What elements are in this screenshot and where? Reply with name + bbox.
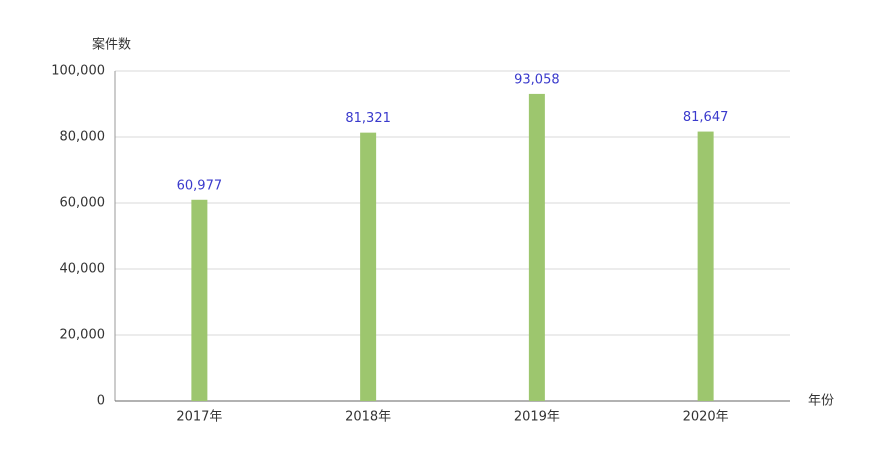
x-tick-label: 2020年 xyxy=(683,410,729,425)
y-tick-label: 20,000 xyxy=(60,328,106,343)
bar xyxy=(528,93,545,401)
x-tick-label: 2019年 xyxy=(514,410,560,425)
y-tick-label: 0 xyxy=(97,394,105,409)
x-tick-label: 2018年 xyxy=(345,410,391,425)
bar xyxy=(360,132,377,402)
x-axis-label: 年份 xyxy=(808,394,834,409)
y-tick-label: 100,000 xyxy=(51,64,105,79)
value-label: 60,977 xyxy=(177,178,223,193)
y-tick-label: 80,000 xyxy=(60,130,106,145)
x-tick-label: 2017年 xyxy=(176,410,222,425)
y-tick-label: 60,000 xyxy=(60,196,106,211)
value-label: 81,321 xyxy=(345,111,391,126)
y-axis-label: 案件数 xyxy=(92,38,131,53)
y-tick-label: 40,000 xyxy=(60,262,106,277)
bar xyxy=(697,131,714,402)
value-label: 81,647 xyxy=(683,110,729,125)
value-label: 93,058 xyxy=(514,72,560,87)
bar xyxy=(191,199,208,401)
